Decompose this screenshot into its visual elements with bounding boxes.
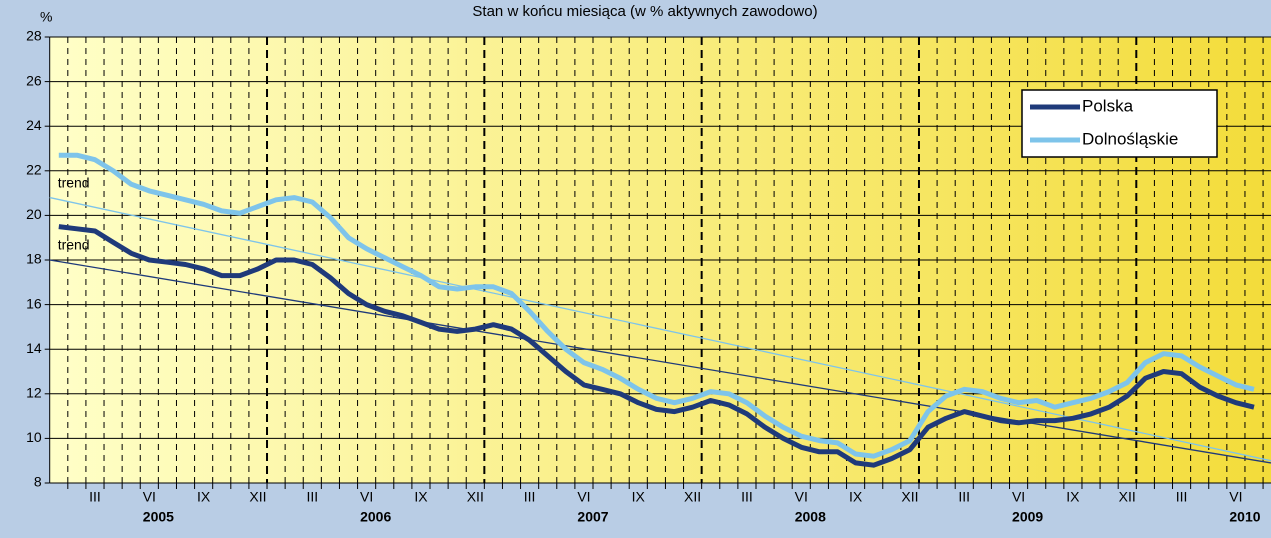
x-tick-label: VI (360, 489, 373, 505)
y-unit: % (40, 9, 52, 25)
year-label: 2008 (795, 509, 826, 525)
y-tick-label: 14 (26, 340, 42, 356)
x-tick-label: VI (795, 489, 808, 505)
y-tick-label: 8 (34, 474, 42, 490)
x-tick-label: III (306, 489, 318, 505)
series-line (58, 224, 1255, 468)
y-tick-label: 28 (26, 28, 42, 44)
y-tick-label: 10 (26, 429, 42, 445)
trend-line (49, 259, 1271, 464)
x-tick-label: VI (1229, 489, 1242, 505)
x-tick-label: XII (1119, 489, 1136, 505)
y-tick-label: 24 (26, 117, 42, 133)
x-tick-label: IX (632, 489, 646, 505)
y-tick-label: 22 (26, 162, 42, 178)
year-label: 2005 (143, 509, 174, 525)
y-tick-label: 18 (26, 251, 42, 267)
year-label: 2006 (360, 509, 391, 525)
y-tick-label: 12 (26, 385, 42, 401)
x-tick-label: IX (197, 489, 211, 505)
trend-label: trend (58, 237, 90, 253)
x-tick-label: VI (143, 489, 156, 505)
trend-label: trend (58, 174, 90, 190)
year-label: 2009 (1012, 509, 1043, 525)
x-tick-label: VI (577, 489, 590, 505)
legend-label: Dolnośląskie (1082, 129, 1178, 148)
legend (1021, 89, 1218, 158)
series-line (58, 152, 1255, 459)
x-tick-label: IX (849, 489, 863, 505)
x-tick-label: IX (1066, 489, 1080, 505)
x-tick-label: III (524, 489, 536, 505)
x-tick-label: XII (901, 489, 918, 505)
x-tick-label: IX (414, 489, 428, 505)
y-tick-label: 16 (26, 295, 42, 311)
year-label: 2007 (577, 509, 608, 525)
legend-label: Polska (1082, 96, 1134, 115)
x-tick-label: III (89, 489, 101, 505)
y-tick-label: 20 (26, 206, 42, 222)
chart-title: Stan w końcu miesiąca (w % aktywnych zaw… (472, 3, 817, 20)
y-tick-label: 26 (26, 72, 42, 88)
x-tick-label: XII (467, 489, 484, 505)
x-tick-label: III (741, 489, 753, 505)
x-tick-label: III (958, 489, 970, 505)
x-tick-label: VI (1012, 489, 1025, 505)
x-tick-label: XII (249, 489, 266, 505)
x-tick-label: XII (684, 489, 701, 505)
year-label: 2010 (1229, 509, 1260, 525)
x-tick-label: III (1176, 489, 1188, 505)
